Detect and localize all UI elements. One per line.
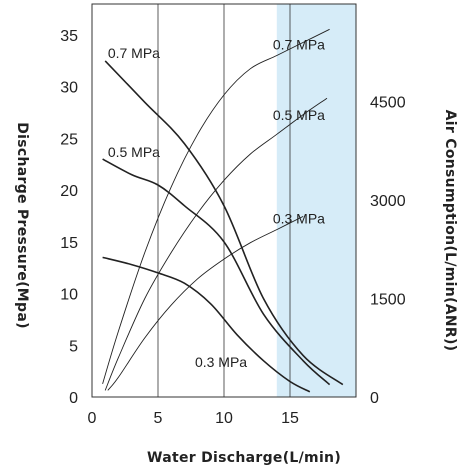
pressure-curve-label-2: 0.3 MPa	[195, 354, 247, 370]
y-tick-label: 20	[60, 183, 78, 200]
x-axis-title: Water Discharge(L/min)	[147, 450, 341, 466]
x-tick-label: 10	[215, 410, 233, 427]
pressure-curve-label-1: 0.5 MPa	[108, 144, 160, 160]
y-axis-title: Discharge Pressure(Mpa)	[14, 122, 30, 329]
air-curve-4	[104, 97, 328, 391]
right-tick-label: 4500	[370, 95, 406, 112]
y-tick-label: 5	[69, 338, 78, 355]
air-curve-5	[107, 215, 304, 391]
plot-frame	[91, 3, 357, 398]
curves	[102, 28, 344, 393]
air-curve-3	[102, 28, 330, 385]
pressure-curve-label-0: 0.7 MPa	[108, 45, 160, 61]
air-curve-label-3: 0.7 MPa	[273, 37, 325, 53]
y-tick-label: 0	[69, 390, 78, 407]
right-tick-label: 0	[370, 390, 379, 407]
x-ticks: 0 5 10 15	[88, 410, 299, 427]
y-tick-label: 15	[60, 235, 78, 252]
y-tick-label: 35	[60, 28, 78, 45]
air-curve-label-5: 0.3 MPa	[273, 210, 325, 226]
curve-labels: 0.7 MPa 0.5 MPa 0.3 MPa 0.7 MPa 0.5 MPa 0.3 M…	[108, 37, 325, 371]
y-tick-label: 30	[60, 80, 78, 97]
y-tick-label: 25	[60, 131, 78, 148]
grid	[157, 4, 291, 397]
x-tick-label: 5	[154, 410, 163, 427]
x-tick-label: 0	[88, 410, 97, 427]
right-tick-label: 3000	[370, 193, 406, 210]
pressure-curve-1	[102, 158, 331, 386]
y-tick-label: 10	[60, 287, 78, 304]
left-ticks: 0 5 10 15 20 25 30 35	[60, 28, 78, 407]
air-curve-label-4: 0.5 MPa	[273, 107, 325, 123]
pressure-curve-0	[104, 60, 344, 386]
right-tick-label: 1500	[370, 292, 406, 309]
x-tick-label: 15	[281, 410, 299, 427]
right-ticks: 0 1500 3000 4500	[370, 95, 406, 407]
right-axis-title: Air Consumption(L/min(ANR))	[442, 110, 458, 352]
